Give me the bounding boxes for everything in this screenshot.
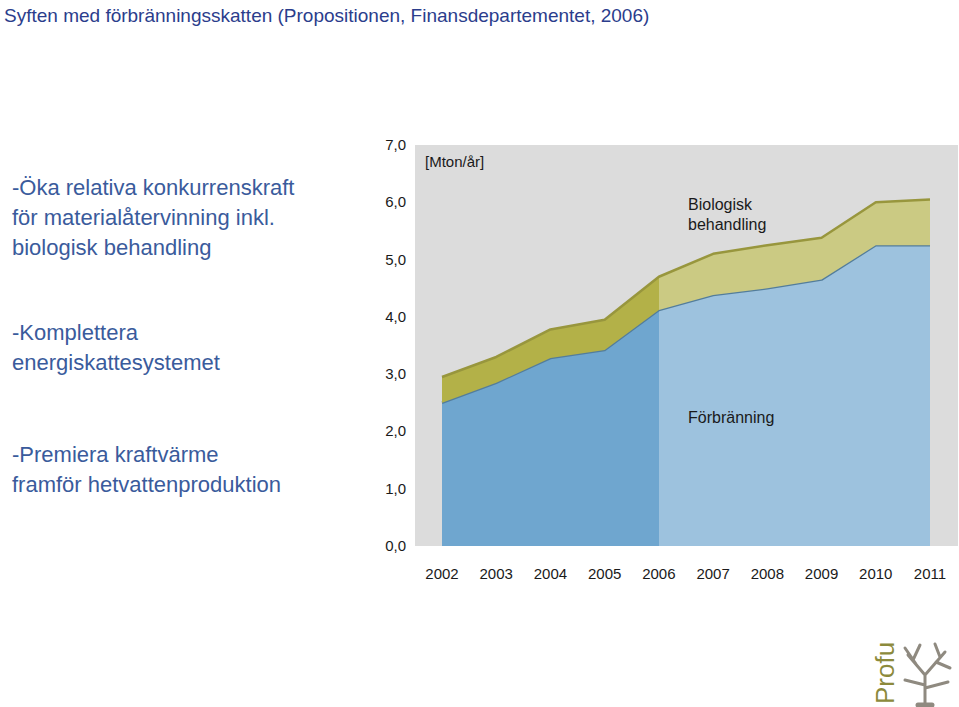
title: Syften med förbränningsskatten (Proposit… bbox=[4, 5, 649, 26]
x-tick-label: 2003 bbox=[480, 565, 513, 582]
y-tick-label: 0,0 bbox=[385, 537, 406, 554]
chart: Syften med förbränningsskatten (Proposit… bbox=[0, 0, 959, 707]
series-label: Förbränning bbox=[688, 409, 774, 426]
annotation: för materialåtervinning inkl. bbox=[12, 205, 275, 230]
x-tick-label: 2010 bbox=[859, 565, 892, 582]
x-tick-label: 2009 bbox=[805, 565, 838, 582]
x-tick-label: 2002 bbox=[425, 565, 458, 582]
annotation: energiskattesystemet bbox=[12, 350, 220, 375]
x-tick-label: 2007 bbox=[696, 565, 729, 582]
y-tick-label: 5,0 bbox=[385, 251, 406, 268]
area bbox=[442, 199, 930, 402]
series-label-line: Förbränning bbox=[688, 409, 774, 426]
x-tick-label: 2005 bbox=[588, 565, 621, 582]
annotation: -Öka relativa konkurrenskraft bbox=[12, 175, 294, 200]
logo-graphic bbox=[905, 644, 950, 705]
series-label: Biologisk behandling bbox=[688, 196, 766, 233]
series-label-line: behandling bbox=[688, 216, 766, 233]
y-tick-label: 4,0 bbox=[385, 308, 406, 325]
y-tick-label: 2,0 bbox=[385, 422, 406, 439]
annotation: biologisk behandling bbox=[12, 235, 211, 260]
annotation: -Premiera kraftvärme bbox=[12, 442, 219, 467]
series-label-line: Biologisk bbox=[688, 196, 753, 213]
logo: Profu bbox=[870, 642, 900, 704]
axis-label: [Mton/år] bbox=[425, 153, 484, 170]
y-tick-label: 1,0 bbox=[385, 480, 406, 497]
y-tick-label: 7,0 bbox=[385, 136, 406, 153]
y-tick-label: 3,0 bbox=[385, 365, 406, 382]
plot-area bbox=[442, 199, 930, 546]
area-line bbox=[442, 199, 930, 377]
x-tick-label: 2011 bbox=[914, 565, 946, 582]
x-tick-label: 2004 bbox=[534, 565, 567, 582]
background bbox=[0, 0, 959, 707]
annotation: framför hetvattenproduktion bbox=[12, 472, 281, 497]
x-tick-label: 2008 bbox=[751, 565, 784, 582]
x-tick-label: 2006 bbox=[642, 565, 675, 582]
y-tick-label: 6,0 bbox=[385, 193, 406, 210]
annotation: -Komplettera bbox=[12, 320, 139, 345]
plot-background bbox=[415, 145, 958, 546]
